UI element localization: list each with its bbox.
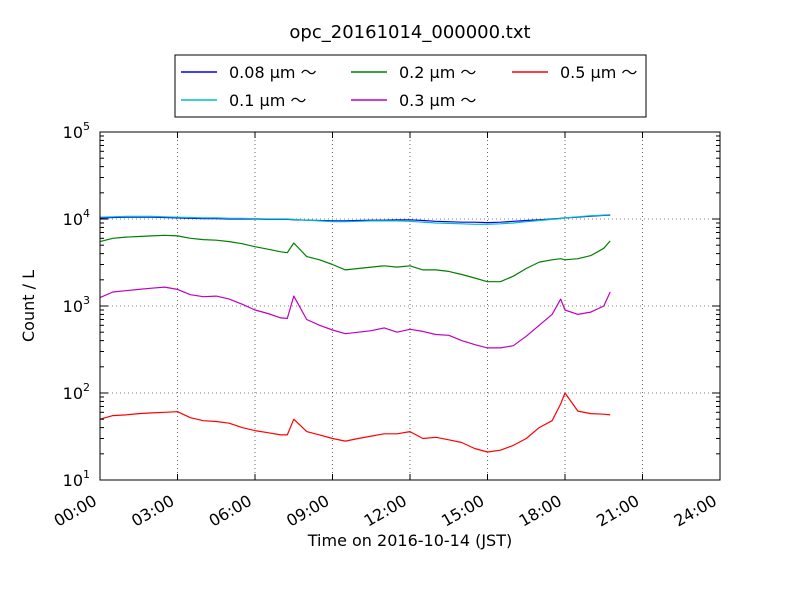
legend: 0.08 μm ～ 0.1 μm ～ 0.2 μm ～ 0.3 μm ～ 0.5 μm …	[174, 54, 647, 118]
y-tick-label: 102	[63, 381, 90, 403]
legend-label: 0.1 μm ～	[229, 91, 306, 110]
y-tick-base: 10	[63, 123, 83, 142]
legend-label: 0.08 μm ～	[229, 63, 317, 82]
series-line-2	[99, 234, 611, 283]
grid-lines	[100, 132, 720, 480]
series-line-3	[99, 286, 611, 349]
legend-box	[174, 54, 647, 118]
x-axis-label: Time on 2016-10-14 (JST)	[307, 531, 512, 550]
series-line-1	[99, 214, 611, 225]
axis-ticks	[99, 131, 721, 481]
y-axis-label: Count / L	[19, 270, 38, 342]
y-tick-exponent: 4	[83, 207, 90, 220]
y-tick-exponent: 1	[83, 468, 90, 481]
y-tick-exponent: 5	[83, 120, 90, 133]
y-tick-base: 10	[63, 384, 83, 403]
series-line-4	[99, 392, 611, 453]
series-lines	[99, 214, 611, 453]
y-tick-base: 10	[63, 210, 83, 229]
legend-label: 0.5 μm ～	[560, 63, 637, 82]
y-tick-exponent: 2	[83, 381, 90, 394]
y-tick-label: 103	[63, 294, 90, 316]
chart-title: opc_20161014_000000.txt	[289, 22, 530, 43]
y-tick-base: 10	[63, 297, 83, 316]
y-tick-exponent: 3	[83, 294, 90, 307]
series-line-0	[99, 214, 611, 224]
y-tick-label: 101	[63, 468, 90, 490]
y-tick-base: 10	[63, 471, 83, 490]
y-tick-label: 105	[63, 120, 90, 142]
y-tick-label: 104	[63, 207, 90, 229]
legend-label: 0.2 μm ～	[399, 63, 476, 82]
legend-label: 0.3 μm ～	[399, 91, 476, 110]
